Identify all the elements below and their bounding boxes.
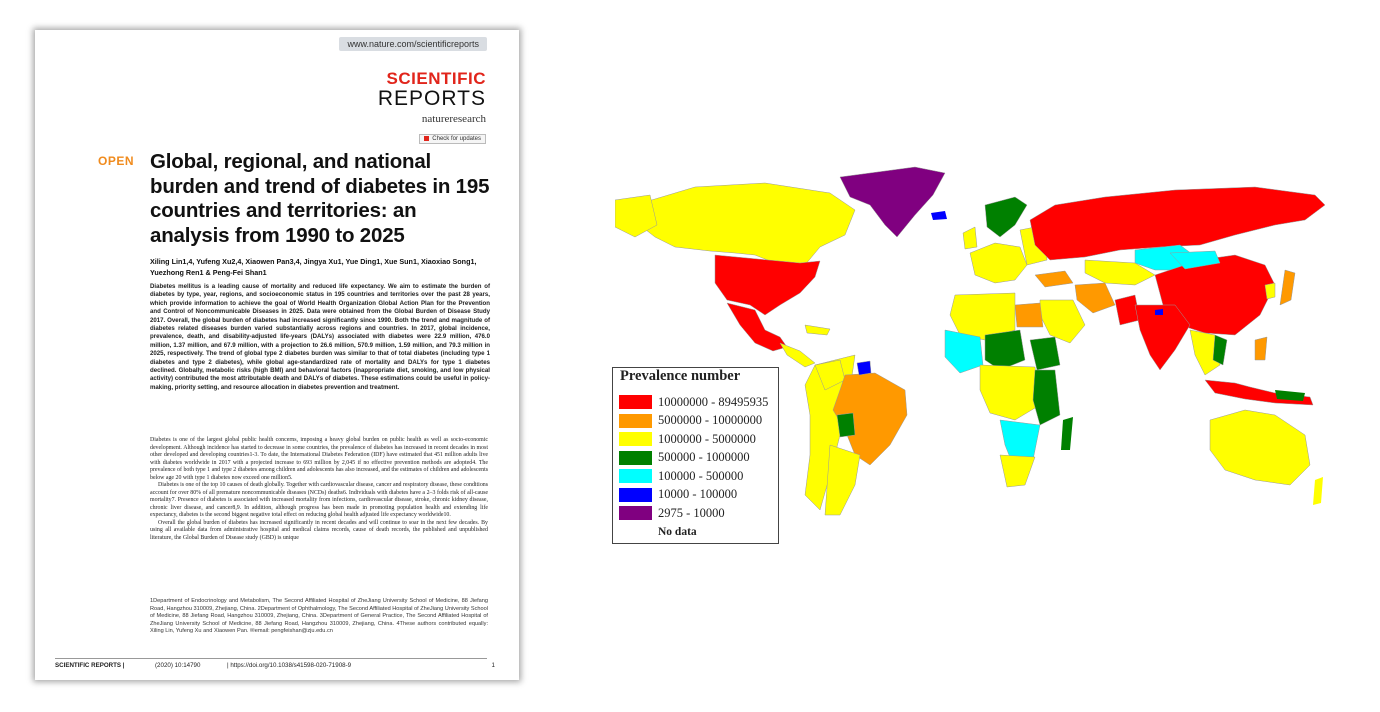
region-central-america [779, 342, 816, 368]
journal-logo-scientific: SCIENTIFIC [386, 69, 486, 88]
region-nepal [1155, 309, 1163, 315]
region-central-asia [1084, 259, 1156, 286]
legend-item: 10000000 - 89495935 [619, 395, 768, 409]
paper-title: Global, regional, and national burden an… [150, 150, 490, 247]
footer-journal: SCIENTIFIC REPORTS | [55, 662, 125, 669]
region-turkey [1034, 270, 1074, 288]
region-usa [714, 254, 821, 316]
region-uk [962, 226, 978, 250]
region-ethiopia [1029, 336, 1061, 371]
footer-divider [55, 658, 487, 659]
legend-swatch [619, 469, 652, 483]
region-south-cone [824, 444, 861, 516]
region-australia [1209, 409, 1311, 486]
update-icon [424, 136, 430, 141]
publisher-logo: natureresearch [421, 113, 486, 125]
legend-label: 500000 - 1000000 [658, 450, 750, 464]
region-madagascar [1061, 417, 1073, 450]
region-papua [1275, 390, 1305, 401]
legend-swatch [619, 395, 652, 409]
legend-item: 1000000 - 5000000 [619, 432, 756, 446]
region-mexico [726, 302, 788, 352]
legend-item: No data [619, 524, 697, 539]
legend-label: No data [658, 525, 697, 538]
region-iran [1074, 282, 1116, 314]
world-prevalence-map [615, 166, 1326, 516]
region-new-zealand [1313, 477, 1323, 505]
journal-logo-reports: REPORTS [377, 87, 486, 110]
region-korea [1264, 282, 1276, 300]
page-footer: SCIENTIFIC REPORTS | (2020) 10:14790 | h… [55, 662, 495, 669]
legend-swatch [619, 432, 652, 446]
region-alaska [615, 194, 658, 238]
region-sahel [984, 329, 1026, 371]
open-access-badge: OPEN [98, 154, 135, 168]
legend-swatch [619, 450, 652, 465]
region-west-africa [944, 329, 984, 374]
region-greenland [839, 166, 946, 238]
legend-title: Prevalence number [620, 368, 741, 384]
abstract: Diabetes mellitus is a leading cause of … [150, 283, 490, 391]
legend-label: 100000 - 500000 [658, 468, 744, 483]
legend-label: 5000000 - 10000000 [658, 413, 763, 427]
region-philippines [1254, 336, 1268, 361]
region-southeast-asia [1189, 329, 1221, 376]
region-vietnam [1212, 334, 1228, 366]
legend-swatch [619, 524, 652, 539]
legend-swatch [619, 487, 652, 502]
footer-page-number: 1 [491, 662, 495, 669]
legend-swatch [619, 413, 652, 428]
region-egypt [1014, 302, 1044, 328]
check-for-updates-label: Check for updates [432, 136, 481, 143]
body-paragraph: Overall the global burden of diabetes ha… [150, 519, 488, 541]
legend-item: 10000 - 100000 [619, 487, 738, 502]
region-western-europe [969, 242, 1028, 284]
legend-item: 500000 - 1000000 [619, 450, 750, 465]
region-south-africa [999, 454, 1036, 488]
legend-label: 2975 - 10000 [658, 505, 725, 520]
region-arabia [1039, 299, 1086, 344]
legend-label: 1000000 - 5000000 [658, 431, 756, 446]
legend-item: 2975 - 10000 [619, 506, 725, 520]
legend-label: 10000 - 100000 [658, 487, 738, 501]
region-russia [1029, 186, 1326, 261]
affiliations: 1Department of Endocrinology and Metabol… [150, 598, 489, 635]
footer-doi-link[interactable]: | https://doi.org/10.1038/s41598-020-719… [227, 662, 352, 669]
region-central-africa [979, 364, 1041, 421]
region-canada [634, 182, 856, 266]
body-paragraph: Diabetes is one of the top 10 causes of … [150, 482, 489, 518]
region-bolivia [836, 412, 856, 438]
journal-logo: SCIENTIFIC REPORTS natureresearch [378, 70, 486, 125]
body-paragraph: Diabetes is one of the largest global pu… [150, 437, 488, 481]
paper-first-page: www.nature.com/scientificreports SCIENTI… [35, 30, 519, 680]
region-brazil [832, 372, 908, 466]
region-scandinavia [984, 196, 1028, 238]
region-east-africa [1032, 369, 1061, 426]
body-text: Diabetes is one of the largest global pu… [150, 437, 488, 542]
region-mongolia [1169, 250, 1221, 270]
legend-label: 10000000 - 89495935 [658, 394, 769, 409]
map-legend: Prevalence number 10000000 - 89495935 50… [612, 367, 779, 544]
region-guiana-shield [856, 360, 872, 376]
author-list: Xiling Lin1,4, Yufeng Xu2,4, Xiaowen Pan… [150, 257, 477, 277]
region-iceland [931, 211, 947, 220]
region-caribbean [804, 324, 831, 336]
check-for-updates-button[interactable]: Check for updates [419, 134, 486, 145]
legend-item: 5000000 - 10000000 [619, 413, 763, 428]
region-india [1134, 304, 1191, 371]
legend-swatch [619, 506, 652, 520]
footer-volume: (2020) 10:14790 [155, 662, 201, 669]
legend-item: 100000 - 500000 [619, 469, 743, 483]
journal-url[interactable]: www.nature.com/scientificreports [339, 37, 487, 51]
region-japan [1279, 269, 1296, 306]
